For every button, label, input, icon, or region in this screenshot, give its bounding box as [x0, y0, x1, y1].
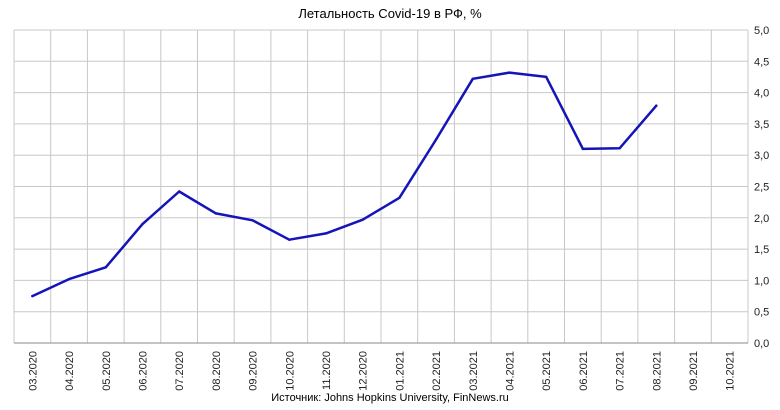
data-point: [471, 77, 474, 81]
data-point: [508, 71, 511, 74]
x-tick-label: 08.2021: [651, 351, 663, 391]
x-tick-label: 04.2020: [64, 351, 76, 391]
data-point: [655, 104, 658, 107]
x-tick-label: 07.2021: [615, 351, 627, 391]
y-tick-label: 0,0: [754, 338, 769, 350]
x-tick-label: 12.2020: [358, 351, 370, 391]
x-tick-label: 10.2021: [725, 351, 737, 391]
chart-source: Источник: Johns Hopkins University, FinN…: [271, 392, 509, 404]
y-tick-label: 1,0: [754, 275, 769, 287]
data-point: [398, 196, 401, 199]
x-tick-label: 04.2021: [504, 351, 516, 391]
x-tick-label: 06.2021: [578, 351, 590, 391]
data-point: [434, 138, 438, 141]
y-tick-label: 4,0: [754, 88, 769, 100]
y-tick-label: 1,5: [754, 244, 769, 256]
x-tick-label: 06.2020: [137, 351, 149, 391]
x-tick-label: 08.2020: [211, 351, 223, 391]
x-tick-label: 05.2021: [541, 351, 553, 391]
x-tick-label: 03.2021: [468, 351, 480, 391]
data-point: [141, 222, 144, 226]
x-tick-label: 09.2021: [688, 351, 700, 391]
data-point: [214, 212, 218, 215]
y-tick-label: 3,5: [754, 119, 769, 131]
y-tick-label: 2,5: [754, 182, 769, 194]
y-tick-label: 4,5: [754, 56, 769, 68]
chart-title: Летальность Covid-19 в РФ, %: [298, 6, 482, 21]
y-tick-label: 3,0: [754, 150, 769, 162]
x-tick-label: 03.2020: [27, 351, 39, 391]
y-tick-label: 0,5: [754, 307, 769, 319]
x-tick-label: 07.2020: [174, 351, 186, 391]
data-point: [288, 238, 291, 241]
x-tick-label: 05.2020: [101, 351, 113, 391]
data-point: [251, 219, 254, 222]
x-tick-label: 11.2020: [321, 351, 333, 390]
data-point: [104, 266, 107, 269]
data-point: [31, 294, 34, 298]
y-tick-label: 2,0: [754, 213, 769, 225]
data-point: [544, 75, 548, 79]
data-point: [67, 277, 71, 281]
data-point: [581, 147, 585, 151]
x-tick-label: 09.2020: [248, 351, 260, 391]
x-tick-label: 10.2020: [284, 351, 296, 391]
x-tick-label: 02.2021: [431, 351, 443, 391]
data-point: [618, 147, 621, 150]
x-tick-label: 01.2021: [394, 351, 406, 391]
data-point: [177, 190, 181, 193]
series-line: [31, 71, 658, 298]
y-tick-label: 5,0: [754, 25, 769, 37]
data-point: [361, 218, 364, 221]
data-point: [324, 232, 328, 235]
